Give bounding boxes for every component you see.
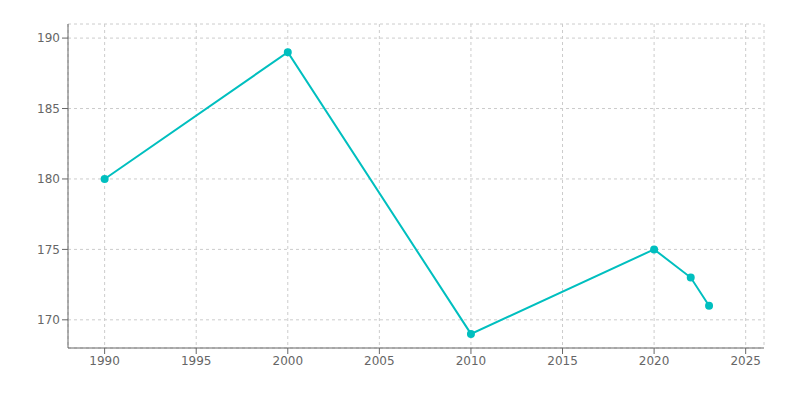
svg-text:1990: 1990 — [89, 354, 120, 368]
svg-text:1995: 1995 — [181, 354, 212, 368]
svg-text:2015: 2015 — [547, 354, 578, 368]
svg-text:170: 170 — [37, 313, 60, 327]
svg-text:190: 190 — [37, 31, 60, 45]
svg-text:185: 185 — [37, 102, 60, 116]
svg-text:2010: 2010 — [456, 354, 487, 368]
svg-text:2020: 2020 — [639, 354, 670, 368]
svg-text:175: 175 — [37, 243, 60, 257]
svg-text:2005: 2005 — [364, 354, 395, 368]
svg-text:180: 180 — [37, 172, 60, 186]
svg-text:2000: 2000 — [273, 354, 304, 368]
svg-text:2025: 2025 — [730, 354, 761, 368]
